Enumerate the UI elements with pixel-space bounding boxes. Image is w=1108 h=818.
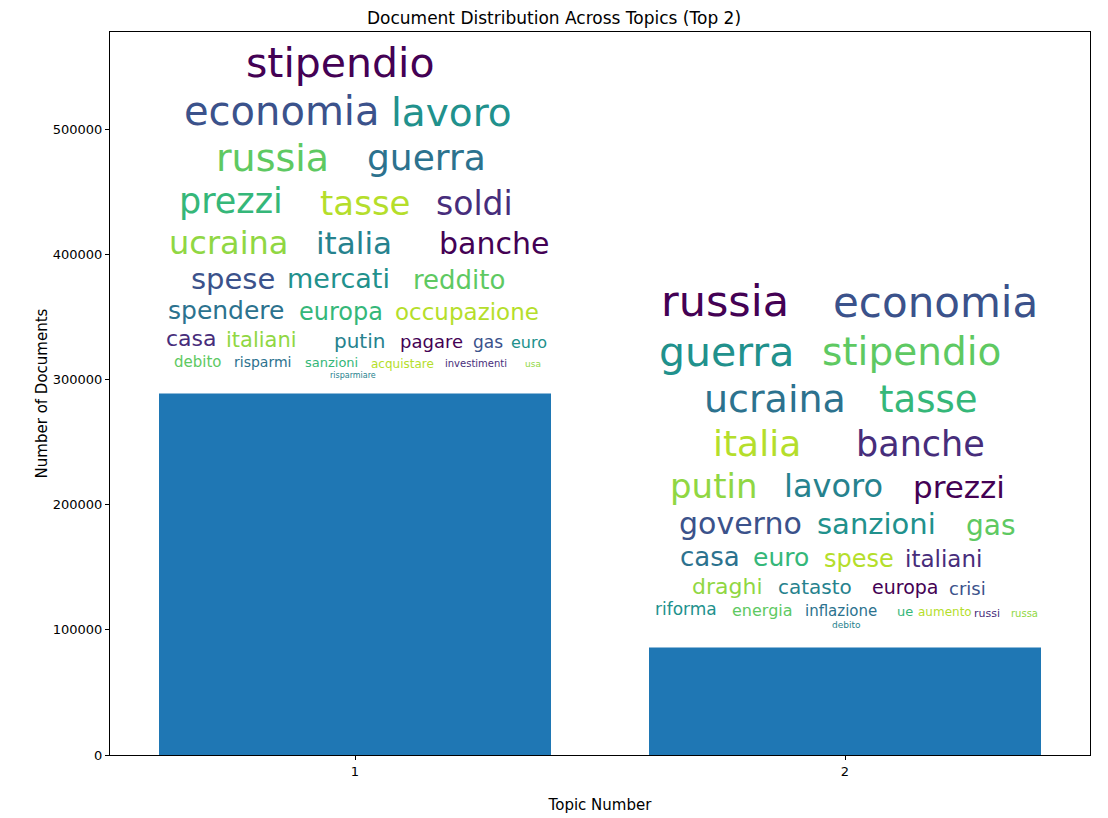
svg-text:casa: casa <box>680 542 740 572</box>
svg-text:italia: italia <box>713 423 801 464</box>
svg-text:100000: 100000 <box>53 622 103 637</box>
svg-text:200000: 200000 <box>53 497 103 512</box>
svg-text:economia: economia <box>833 278 1038 327</box>
svg-text:euro: euro <box>511 333 547 352</box>
svg-text:prezzi: prezzi <box>913 469 1005 505</box>
svg-text:putin: putin <box>670 466 757 506</box>
svg-text:risparmi: risparmi <box>234 354 291 370</box>
svg-text:mercati: mercati <box>287 263 390 294</box>
svg-text:euro: euro <box>753 543 809 572</box>
svg-text:sanzioni: sanzioni <box>817 507 936 541</box>
svg-text:prezzi: prezzi <box>179 181 283 221</box>
svg-text:500000: 500000 <box>53 122 103 137</box>
svg-text:stipendio: stipendio <box>822 329 1001 374</box>
svg-text:gas: gas <box>966 509 1016 542</box>
svg-text:banche: banche <box>856 424 985 464</box>
svg-text:crisi: crisi <box>949 578 986 599</box>
svg-text:riforma: riforma <box>655 599 717 619</box>
svg-text:stipendio: stipendio <box>246 39 435 87</box>
svg-text:russi: russi <box>974 607 1000 620</box>
svg-text:governo: governo <box>679 506 802 541</box>
svg-text:italiani: italiani <box>905 546 982 572</box>
svg-text:reddito: reddito <box>413 265 505 295</box>
svg-text:debito: debito <box>174 353 222 371</box>
svg-text:guerra: guerra <box>659 328 794 376</box>
svg-text:guerra: guerra <box>367 137 486 178</box>
svg-text:lavoro: lavoro <box>391 90 512 135</box>
svg-text:draghi: draghi <box>692 574 763 599</box>
svg-text:putin: putin <box>334 329 385 353</box>
svg-text:italia: italia <box>316 225 392 261</box>
svg-text:1: 1 <box>351 764 359 779</box>
svg-text:ue: ue <box>897 604 913 619</box>
svg-text:economia: economia <box>184 88 380 134</box>
svg-text:tasse: tasse <box>320 183 411 223</box>
svg-text:sanzioni: sanzioni <box>305 355 358 370</box>
svg-text:italiani: italiani <box>226 328 297 352</box>
svg-text:russia: russia <box>216 136 329 180</box>
svg-text:acquistare: acquistare <box>371 357 434 371</box>
svg-text:lavoro: lavoro <box>784 467 883 505</box>
svg-text:Document Distribution Across T: Document Distribution Across Topics (Top… <box>367 8 741 28</box>
svg-text:ucraina: ucraina <box>704 377 846 421</box>
svg-text:soldi: soldi <box>436 184 513 223</box>
svg-text:investimenti: investimenti <box>445 358 507 369</box>
svg-text:banche: banche <box>439 226 549 261</box>
svg-text:occupazione: occupazione <box>395 299 539 325</box>
svg-text:russa: russa <box>1011 608 1038 619</box>
svg-text:casa: casa <box>166 326 217 351</box>
svg-text:europa: europa <box>299 298 383 326</box>
svg-text:0: 0 <box>94 748 102 763</box>
svg-text:risparmiare: risparmiare <box>330 371 376 380</box>
svg-text:spese: spese <box>824 545 894 573</box>
svg-text:russia: russia <box>661 276 789 326</box>
svg-text:usa: usa <box>525 359 541 369</box>
svg-text:tasse: tasse <box>879 378 978 421</box>
svg-text:ucraina: ucraina <box>169 224 288 262</box>
svg-text:gas: gas <box>473 332 503 352</box>
svg-text:debito: debito <box>832 620 861 630</box>
svg-text:inflazione: inflazione <box>805 602 877 620</box>
svg-text:2: 2 <box>841 764 849 779</box>
svg-text:spendere: spendere <box>168 296 284 325</box>
svg-text:catasto: catasto <box>778 575 852 599</box>
svg-text:Number of Documents: Number of Documents <box>33 308 51 478</box>
svg-text:pagare: pagare <box>400 331 463 352</box>
svg-text:aumento: aumento <box>918 605 972 619</box>
svg-text:400000: 400000 <box>53 247 103 262</box>
svg-text:europa: europa <box>872 576 938 598</box>
svg-text:energia: energia <box>732 601 793 620</box>
svg-text:300000: 300000 <box>53 372 103 387</box>
svg-text:Topic Number: Topic Number <box>548 796 653 814</box>
svg-text:spese: spese <box>191 262 275 296</box>
